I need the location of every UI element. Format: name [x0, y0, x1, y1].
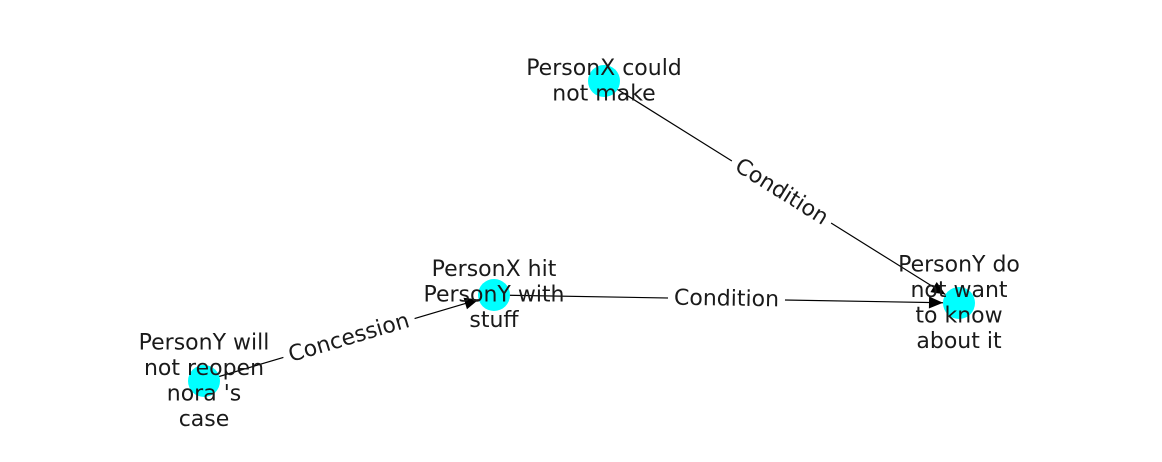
node-circle — [188, 365, 220, 397]
arrowhead-icon — [463, 297, 479, 310]
edge-label-group: Condition — [724, 149, 839, 235]
edge-label-group: Concession — [279, 305, 419, 371]
node-label-line: not reopen — [144, 356, 264, 381]
node-label-line: PersonY with — [423, 283, 564, 308]
node-label-line: PersonY will — [139, 330, 270, 355]
node-label-line: case — [179, 407, 230, 432]
node-n1 — [588, 65, 620, 97]
node-label-line: not want — [910, 278, 1007, 303]
edge-label: Condition — [674, 286, 779, 313]
edge-label-background — [279, 305, 419, 371]
arrowhead-icon — [928, 296, 944, 309]
node-label-line: PersonX hit — [432, 257, 557, 282]
node-n2 — [943, 287, 975, 319]
node-circle — [943, 287, 975, 319]
arrowhead-icon — [930, 282, 946, 295]
edge-label-background — [667, 284, 786, 314]
labels-layer: Condition Condition Concession PersonX coul… — [139, 56, 1020, 432]
node-label-line: not make — [552, 81, 655, 106]
edge-label-group: Condition — [667, 284, 786, 314]
node-n4 — [188, 365, 220, 397]
node-label: PersonX could not make — [526, 56, 682, 107]
node-label-line: nora 's — [167, 381, 241, 406]
node-label-line: PersonX could — [526, 56, 682, 81]
node-label: PersonY do not want to know about it — [898, 252, 1020, 354]
node-n3 — [478, 279, 510, 311]
edge-label: Condition — [730, 154, 832, 231]
node-label-line: about it — [916, 329, 1002, 354]
node-circle — [588, 65, 620, 97]
node-label: PersonY will not reopen nora 's case — [139, 330, 270, 432]
edge-label-background — [724, 149, 839, 235]
node-label-line: stuff — [469, 308, 519, 333]
nodes-layer — [188, 65, 975, 397]
node-label-line: to know — [915, 303, 1002, 328]
node-circle — [478, 279, 510, 311]
node-label: PersonX hit PersonY with stuff — [423, 257, 564, 333]
node-label-line: PersonY do — [898, 252, 1020, 277]
